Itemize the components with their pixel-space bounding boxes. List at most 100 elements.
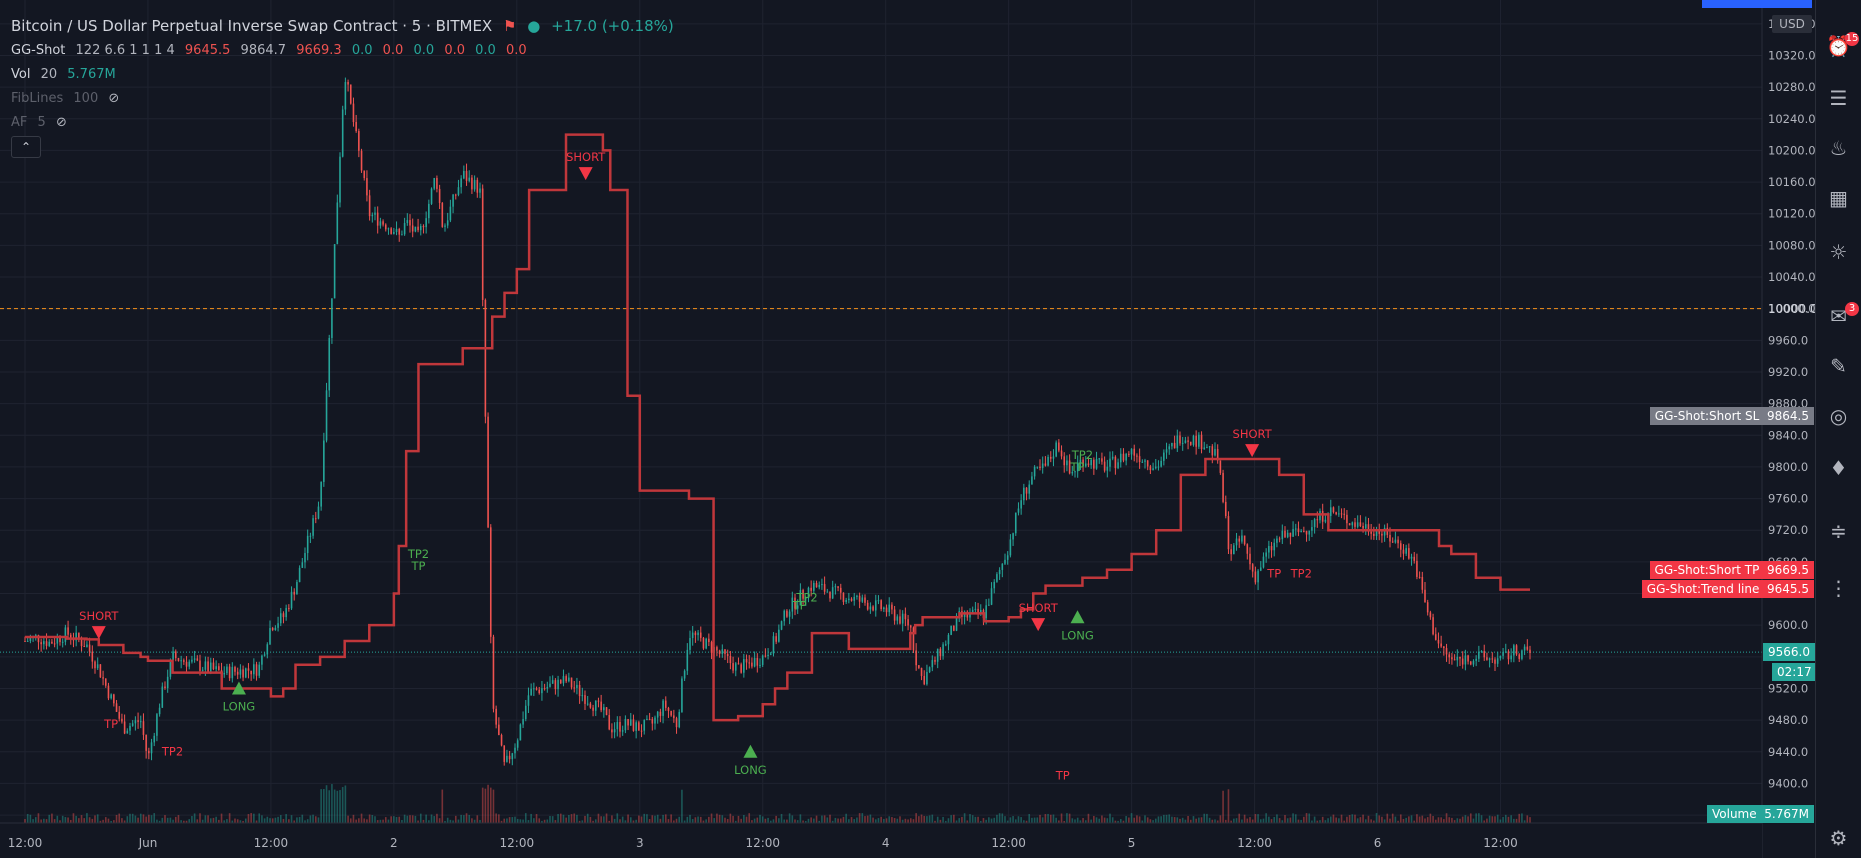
candle-body xyxy=(1300,530,1302,533)
trend-line-icon[interactable]: ≑ xyxy=(1830,519,1847,543)
candle-body xyxy=(877,600,880,602)
candle-body xyxy=(1047,456,1049,466)
volume-bar xyxy=(1354,814,1356,823)
settings-gear-icon[interactable]: ⚙ xyxy=(1829,826,1848,850)
volume-bars xyxy=(24,784,1531,823)
messages-icon[interactable]: ✎ xyxy=(1830,354,1847,378)
candle-body xyxy=(304,553,306,563)
fib-legend[interactable]: FibLines 100 ⊘ xyxy=(11,91,125,106)
symbol-header: Bitcoin / US Dollar Perpetual Inverse Sw… xyxy=(11,17,680,35)
volume-bar xyxy=(533,818,535,823)
volume-bar xyxy=(1206,813,1208,823)
volume-bar xyxy=(756,817,759,823)
vol-legend[interactable]: Vol 20 5.767M xyxy=(11,67,122,82)
calendar-icon[interactable]: ▦ xyxy=(1829,186,1848,210)
candle-body xyxy=(603,707,605,711)
af-legend[interactable]: AF 5 ⊘ xyxy=(11,115,73,130)
candle-body xyxy=(441,202,444,227)
chevron-up-icon[interactable]: ⌃ xyxy=(11,136,41,158)
time-tick-label: 12:00 xyxy=(991,836,1026,850)
volume-bar xyxy=(1006,820,1009,823)
candle-body xyxy=(514,747,516,754)
currency-button[interactable]: USD xyxy=(1772,15,1812,33)
volume-bar xyxy=(1041,817,1044,823)
watchlist-icon[interactable]: ☰ xyxy=(1829,86,1848,110)
volume-bar xyxy=(891,817,893,823)
volume-bar xyxy=(1074,819,1076,823)
volume-bar xyxy=(328,790,331,823)
eye-off-icon[interactable]: ⊘ xyxy=(55,115,67,130)
flag-icon[interactable]: ⚑ xyxy=(502,17,517,35)
volume-bar xyxy=(172,819,174,823)
volume-bar xyxy=(131,813,134,823)
volume-bar xyxy=(1171,816,1173,823)
price-axis[interactable]: 10360.010320.010280.010240.010200.010160… xyxy=(1761,0,1816,858)
label-value: 9669.5 xyxy=(1767,563,1809,578)
volume-bar xyxy=(1329,816,1332,823)
top-blue-button[interactable] xyxy=(1702,0,1812,8)
volume-bar xyxy=(1052,814,1055,823)
volume-bar xyxy=(1367,815,1370,823)
volume-bar xyxy=(810,817,812,823)
streams-icon[interactable]: ◎ xyxy=(1829,404,1848,428)
candle-body xyxy=(810,587,812,591)
candle-body xyxy=(667,707,670,711)
candle-body xyxy=(428,203,430,219)
candle-body xyxy=(398,228,401,235)
time-axis[interactable]: 12:00 Jun 12:00 2 12:00 3 12:00 4 12:00 5 12:00 6 12… xyxy=(0,822,1762,858)
candle-body xyxy=(1079,459,1082,464)
volume-bar xyxy=(1055,817,1057,823)
candle-body xyxy=(401,234,403,236)
candle-body xyxy=(26,640,29,642)
candle-body xyxy=(382,221,384,225)
hotlist-fire-icon[interactable]: ♨ xyxy=(1829,136,1848,160)
candle-body xyxy=(573,687,576,689)
candle-body xyxy=(333,244,336,299)
volume-bar xyxy=(368,814,371,823)
ggshot-legend[interactable]: GG-Shot 122 6.6 1 1 1 4 9645.5 9864.7 96… xyxy=(11,43,533,58)
volume-bar xyxy=(1141,820,1144,823)
candle-body xyxy=(129,725,131,731)
candle-body xyxy=(1173,442,1176,449)
volume-bar xyxy=(1292,813,1294,823)
bell-icon[interactable]: ♦ xyxy=(1829,456,1848,480)
candle-body xyxy=(1486,657,1488,660)
candle-body xyxy=(56,636,59,644)
status-dot-icon: ● xyxy=(527,17,541,35)
volume-bar xyxy=(1268,816,1270,823)
candle-body xyxy=(559,679,562,684)
candle-body xyxy=(481,188,484,300)
candle-body xyxy=(145,734,147,751)
volume-bar xyxy=(492,789,495,823)
volume-bar xyxy=(1082,818,1084,823)
candle-body xyxy=(562,676,565,684)
candle-body xyxy=(909,625,912,628)
volume-bar xyxy=(352,814,355,823)
candle-body xyxy=(409,220,411,226)
candle-body xyxy=(1130,448,1133,455)
candle-body xyxy=(1502,651,1504,656)
volume-bar xyxy=(920,814,923,823)
symbol-title[interactable]: Bitcoin / US Dollar Perpetual Inverse Sw… xyxy=(11,17,493,35)
chat-icon[interactable]: ✉ 3 xyxy=(1816,300,1861,332)
eye-off-icon[interactable]: ⊘ xyxy=(108,91,120,106)
candle-body xyxy=(621,730,624,732)
candle-body xyxy=(640,730,643,732)
candle-body xyxy=(530,688,532,696)
label-value: 02:17 xyxy=(1777,665,1812,680)
price-tick-label: 10040.0 xyxy=(1768,270,1816,284)
candle-body xyxy=(783,610,786,622)
candle-body xyxy=(204,661,207,670)
ideas-lightbulb-icon[interactable]: ☼ xyxy=(1829,240,1848,264)
candle-body xyxy=(786,610,788,617)
candle-body xyxy=(180,660,182,662)
alarm-clock-icon[interactable]: ⏰ 15 xyxy=(1826,32,1859,58)
volume-bar xyxy=(963,813,966,823)
candle-body xyxy=(1184,440,1187,443)
candle-body xyxy=(697,632,699,636)
candle-body xyxy=(465,170,468,181)
candle-body xyxy=(169,659,172,677)
object-tree-icon[interactable]: ⋮ xyxy=(1828,576,1849,600)
volume-bar xyxy=(1515,818,1518,823)
